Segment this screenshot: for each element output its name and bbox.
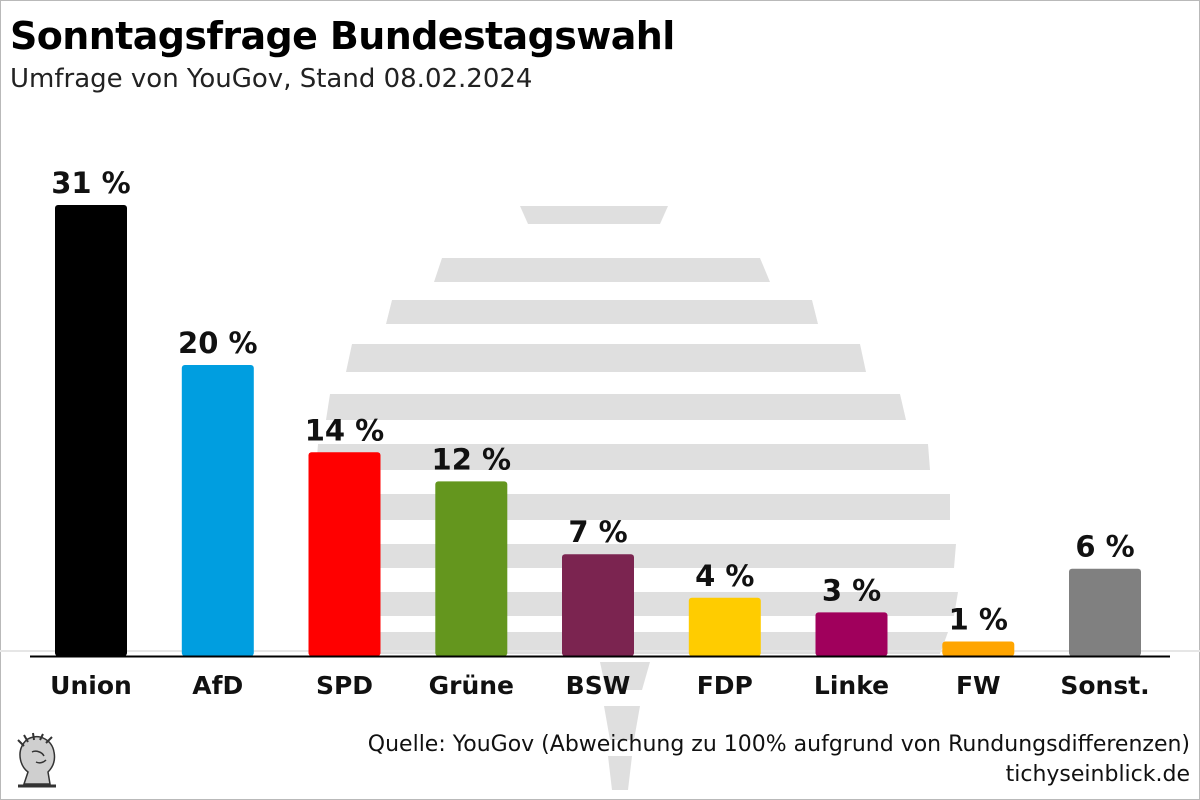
category-label-gr-ne: Grüne <box>429 671 514 700</box>
category-label-fw: FW <box>956 671 1001 700</box>
bar-afd <box>181 365 254 656</box>
category-labels-group: Union AfD SPD Grüne BSW FDP Linke FW Sonst. <box>50 671 1149 700</box>
bar-bsw <box>562 554 634 656</box>
category-label-spd: SPD <box>316 671 373 700</box>
source-note: Quelle: YouGov (Abweichung zu 100% aufgr… <box>368 730 1190 790</box>
category-label-bsw: BSW <box>566 671 631 700</box>
value-labels-group: 31 % 20 % 14 % 12 % 7 % 4 % 3 % 1 % 6 % <box>51 166 1134 637</box>
chart-subtitle: Umfrage von YouGov, Stand 08.02.2024 <box>10 64 533 94</box>
value-label-spd: 14 % <box>305 413 385 447</box>
bar-union <box>55 205 127 656</box>
value-label-sonst: 6 % <box>1075 530 1134 564</box>
bars-group <box>55 205 1141 656</box>
site-name: tichyseinblick.de <box>1005 762 1190 787</box>
category-label-linke: Linke <box>814 671 889 700</box>
value-label-linke: 3 % <box>822 573 881 607</box>
bar-gr-ne <box>435 481 508 656</box>
source-text: Quelle: YouGov (Abweichung zu 100% aufgr… <box>367 732 1190 757</box>
publisher-logo-icon <box>10 732 64 790</box>
category-label-sonst: Sonst. <box>1060 671 1149 700</box>
value-label-afd: 20 % <box>178 326 258 360</box>
category-label-afd: AfD <box>192 671 243 700</box>
value-label-gr-ne: 12 % <box>432 442 512 476</box>
chart-title: Sonntagsfrage Bundestagswahl <box>10 14 675 58</box>
bar-linke <box>815 612 888 656</box>
reichstag-dome-watermark <box>312 206 958 790</box>
bar-fw <box>942 641 1015 656</box>
category-label-fdp: FDP <box>697 671 753 700</box>
value-label-bsw: 7 % <box>568 515 627 549</box>
bar-spd <box>308 452 381 656</box>
value-label-fw: 1 % <box>949 603 1008 637</box>
bar-sonst <box>1069 568 1141 656</box>
bar-fdp <box>688 597 761 656</box>
value-label-union: 31 % <box>51 166 131 200</box>
value-label-fdp: 4 % <box>695 559 754 593</box>
category-label-union: Union <box>50 671 132 700</box>
